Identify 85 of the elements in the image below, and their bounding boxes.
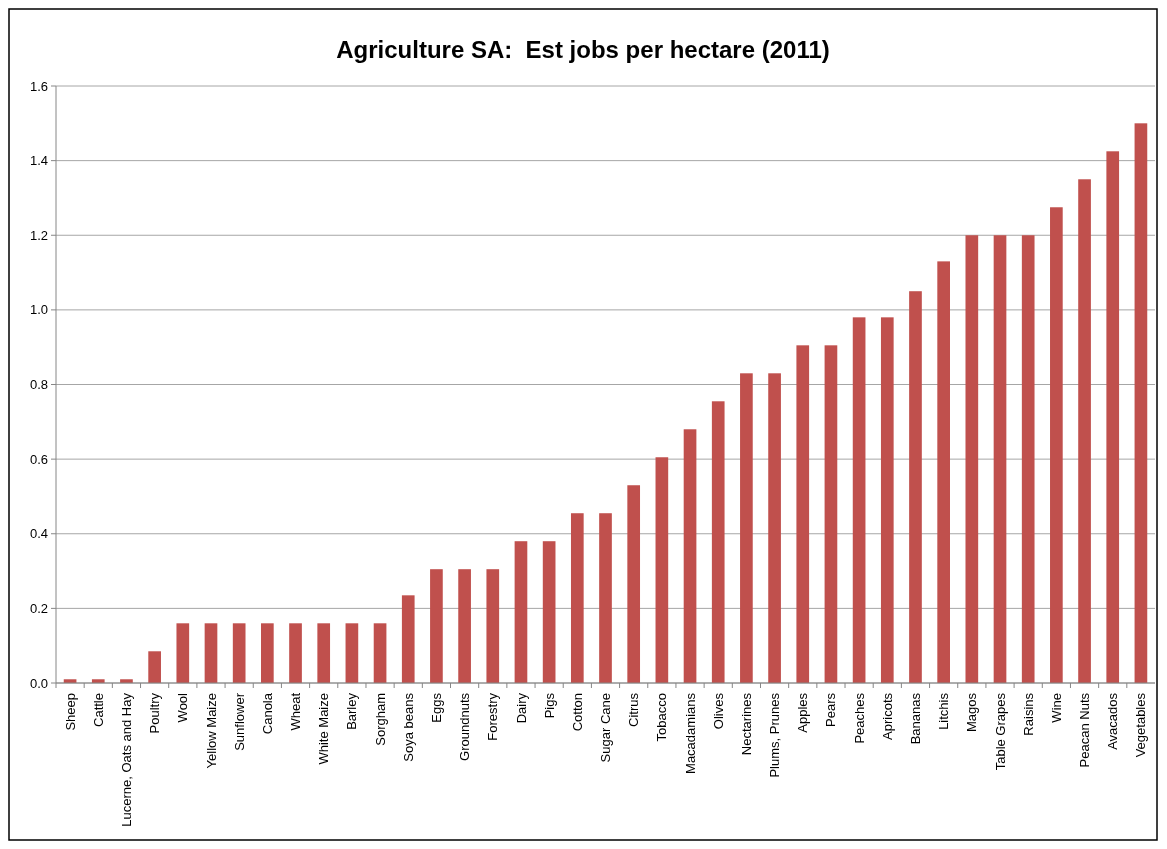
x-tick-label: Apples	[795, 692, 811, 733]
bar	[937, 261, 950, 683]
bar	[289, 623, 302, 683]
x-tick-label: Litchis	[936, 692, 952, 730]
bar	[1134, 123, 1148, 683]
x-tick-label: Citrus	[626, 692, 642, 727]
bar	[204, 623, 218, 683]
bar	[711, 401, 725, 683]
x-tick-label: Magos	[964, 692, 980, 733]
x-tick-label: Soya beans	[400, 692, 416, 762]
x-tick-label: Sheep	[62, 693, 78, 731]
bar	[824, 345, 838, 683]
bar	[768, 373, 781, 683]
bar	[148, 651, 161, 683]
x-tick-label: Eggs	[428, 692, 444, 723]
x-tick-label: Plums, Prunes	[767, 692, 783, 778]
y-tick-label: 0.2	[29, 600, 48, 616]
bar	[430, 569, 443, 683]
x-tick-label: Table Grapes	[992, 692, 1008, 771]
bar	[542, 541, 556, 683]
y-tick-label: 1.4	[29, 153, 48, 169]
bar	[627, 485, 641, 683]
y-tick-label: 1.0	[29, 302, 48, 318]
y-tick-label: 0.8	[29, 377, 48, 393]
x-tick-label: Sunflower	[231, 692, 247, 751]
bar	[740, 373, 753, 683]
y-tick-label: 1.2	[29, 227, 48, 243]
bar	[599, 513, 612, 683]
x-tick-label: Apricots	[879, 692, 895, 740]
x-tick-label: Cattle	[90, 693, 106, 727]
x-tick-label: Barley	[344, 692, 360, 730]
y-tick-label: 0.6	[29, 451, 48, 467]
x-tick-label: Olives	[710, 692, 726, 730]
bar	[1021, 235, 1035, 683]
bar	[345, 623, 359, 683]
chart-title: Agriculture SA: Est jobs per hectare (2011)	[336, 36, 830, 63]
x-tick-label: Poultry	[147, 692, 163, 734]
bar	[401, 595, 415, 683]
bar	[852, 317, 866, 683]
x-tick-label: White Maize	[316, 693, 332, 765]
x-tick-label: Peaches	[851, 692, 867, 744]
y-tick-label: 0.0	[29, 675, 48, 691]
bar	[796, 345, 810, 683]
bar	[570, 513, 584, 683]
x-tick-label: Wine	[1048, 693, 1064, 723]
bar	[373, 623, 387, 683]
bar	[1050, 207, 1063, 683]
bar	[655, 457, 669, 683]
x-tick-label: Peacan Nuts	[1077, 692, 1093, 768]
x-tick-label: Raisins	[1020, 692, 1036, 736]
bar	[993, 235, 1007, 683]
bar	[458, 569, 471, 683]
bar	[514, 541, 528, 683]
x-tick-label: Lucerne, Oats and Hay	[119, 692, 134, 827]
x-tick-label: Sugar Cane	[598, 693, 614, 763]
bar	[261, 623, 274, 683]
bar	[880, 317, 894, 683]
x-tick-label: Pigs	[541, 692, 557, 719]
x-tick-label: Wheat	[288, 692, 304, 731]
y-tick-label: 1.6	[29, 78, 48, 94]
y-tick-label: 0.4	[29, 526, 48, 542]
x-tick-label: Avacados	[1105, 692, 1121, 750]
bar	[909, 291, 922, 683]
x-tick-label: Wool	[175, 692, 191, 723]
bar	[486, 569, 500, 683]
x-tick-label: Dairy	[513, 692, 529, 724]
x-tick-label: Nectarines	[738, 692, 754, 756]
bar	[683, 429, 697, 683]
x-tick-label: Pears	[823, 692, 839, 727]
x-tick-label: Tobacco	[654, 693, 670, 742]
bar	[232, 623, 246, 683]
x-tick-label: Cotton	[569, 693, 585, 732]
bar	[965, 235, 979, 683]
x-tick-label: Macadamians	[682, 692, 698, 774]
x-tick-label: Bananas	[908, 692, 924, 745]
x-tick-label: Forestry	[485, 692, 501, 741]
bar	[1078, 179, 1091, 683]
x-tick-label: Yellow Maize	[203, 693, 219, 769]
x-tick-label: Sorgham	[372, 693, 388, 746]
bar	[1106, 151, 1120, 683]
bar	[176, 623, 190, 683]
bar	[317, 623, 331, 683]
x-tick-label: Groundnuts	[457, 692, 473, 761]
x-tick-label: Canola	[259, 692, 275, 735]
x-tick-label: Vegetables	[1133, 692, 1149, 758]
